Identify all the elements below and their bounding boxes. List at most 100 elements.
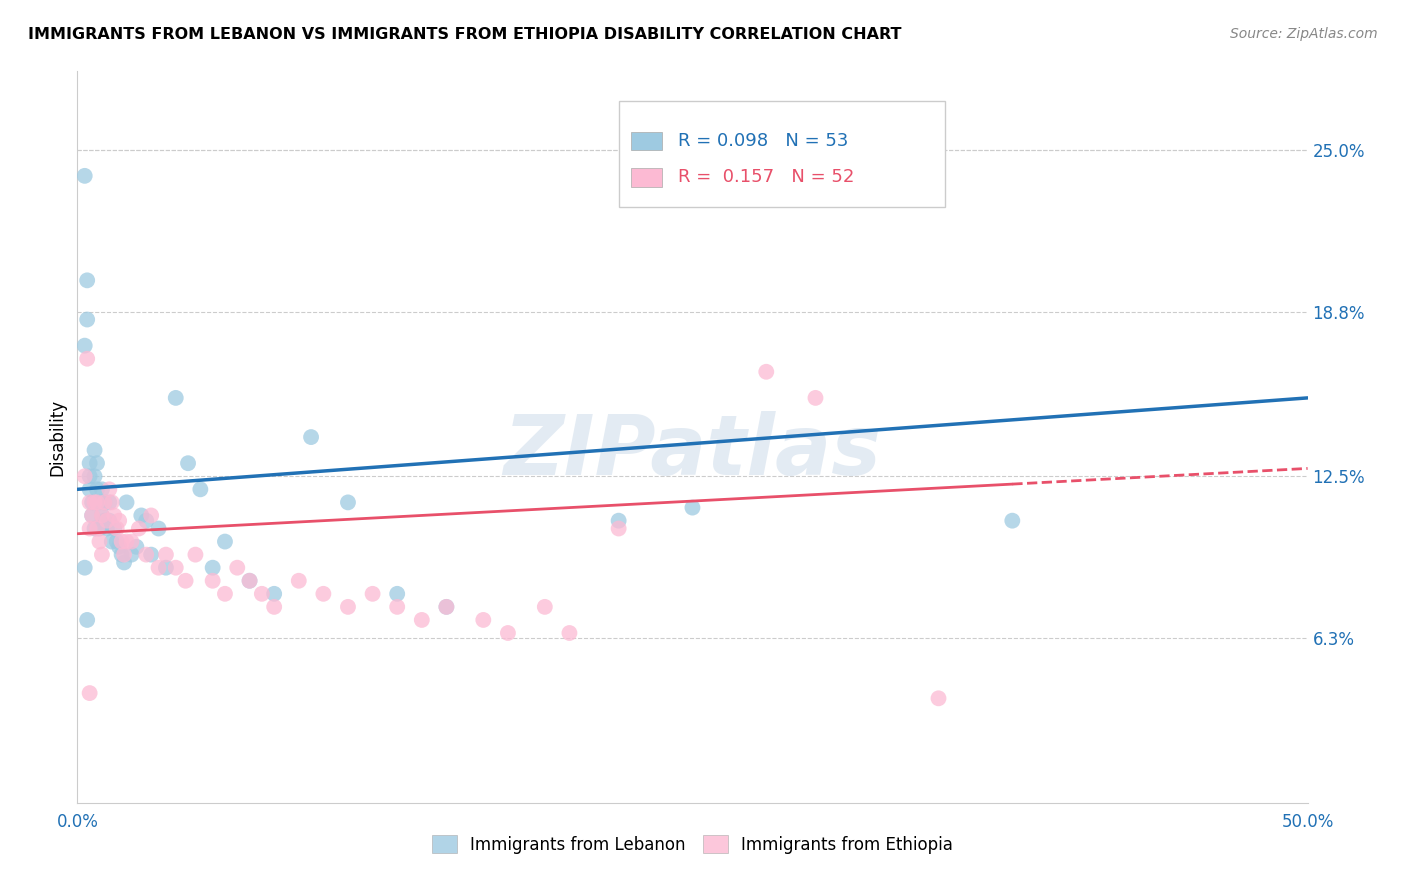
FancyBboxPatch shape bbox=[619, 101, 945, 207]
Point bbox=[121, 548, 143, 562]
Point bbox=[83, 469, 105, 483]
Point bbox=[558, 626, 581, 640]
Point bbox=[86, 456, 108, 470]
Point bbox=[76, 613, 98, 627]
Point bbox=[93, 495, 115, 509]
Point bbox=[93, 495, 115, 509]
FancyBboxPatch shape bbox=[631, 132, 662, 150]
Point bbox=[82, 508, 104, 523]
Point bbox=[86, 495, 108, 509]
Point bbox=[226, 560, 249, 574]
Point bbox=[755, 365, 778, 379]
Point bbox=[73, 560, 96, 574]
Text: ZIPatlas: ZIPatlas bbox=[503, 411, 882, 492]
Point bbox=[112, 556, 135, 570]
Text: R =  0.157   N = 52: R = 0.157 N = 52 bbox=[678, 169, 853, 186]
Point bbox=[73, 469, 96, 483]
Point bbox=[148, 521, 170, 535]
Point bbox=[385, 599, 409, 614]
Point bbox=[174, 574, 197, 588]
Point bbox=[214, 587, 236, 601]
Point bbox=[129, 508, 153, 523]
Point bbox=[201, 560, 224, 574]
Point bbox=[98, 514, 121, 528]
Point bbox=[86, 483, 108, 497]
Point bbox=[312, 587, 335, 601]
Point bbox=[682, 500, 704, 515]
Point bbox=[201, 574, 224, 588]
Point bbox=[155, 548, 177, 562]
Point bbox=[385, 587, 409, 601]
Point bbox=[128, 521, 150, 535]
Point bbox=[90, 548, 114, 562]
Point bbox=[103, 508, 125, 523]
Point bbox=[79, 456, 101, 470]
Point bbox=[79, 521, 101, 535]
Point bbox=[165, 560, 187, 574]
Point bbox=[250, 587, 273, 601]
FancyBboxPatch shape bbox=[631, 169, 662, 186]
Point bbox=[436, 599, 458, 614]
Point bbox=[79, 483, 101, 497]
Point bbox=[135, 548, 157, 562]
Point bbox=[188, 483, 212, 497]
Point bbox=[928, 691, 950, 706]
Point bbox=[98, 483, 121, 497]
Point bbox=[79, 495, 101, 509]
Point bbox=[76, 273, 98, 287]
Point bbox=[115, 534, 138, 549]
Point bbox=[141, 508, 163, 523]
Point bbox=[93, 514, 115, 528]
Point bbox=[108, 540, 131, 554]
Point bbox=[76, 312, 98, 326]
Point bbox=[111, 548, 132, 562]
Point bbox=[177, 456, 200, 470]
Point bbox=[534, 599, 557, 614]
Point bbox=[263, 599, 285, 614]
Point bbox=[141, 548, 163, 562]
Point bbox=[214, 534, 236, 549]
Point bbox=[361, 587, 384, 601]
Point bbox=[112, 548, 135, 562]
Point bbox=[1001, 514, 1024, 528]
Point bbox=[607, 521, 630, 535]
Text: R = 0.098   N = 53: R = 0.098 N = 53 bbox=[678, 132, 848, 150]
Point bbox=[135, 514, 157, 528]
Point bbox=[73, 169, 96, 183]
Point bbox=[82, 508, 104, 523]
Point bbox=[105, 534, 128, 549]
Point bbox=[337, 599, 360, 614]
Point bbox=[411, 613, 433, 627]
Point bbox=[96, 514, 118, 528]
Point bbox=[89, 495, 111, 509]
Point bbox=[103, 521, 125, 535]
Point bbox=[125, 540, 148, 554]
Point bbox=[83, 443, 105, 458]
Point bbox=[496, 626, 519, 640]
Point bbox=[184, 548, 207, 562]
Point bbox=[148, 560, 170, 574]
Point bbox=[83, 495, 105, 509]
Point bbox=[96, 521, 118, 535]
Point bbox=[105, 521, 128, 535]
Point bbox=[79, 469, 101, 483]
Point bbox=[239, 574, 262, 588]
Point bbox=[155, 560, 177, 574]
Point bbox=[472, 613, 495, 627]
Point bbox=[90, 483, 114, 497]
Point bbox=[89, 521, 111, 535]
Point bbox=[83, 521, 105, 535]
Text: Source: ZipAtlas.com: Source: ZipAtlas.com bbox=[1230, 27, 1378, 41]
Point bbox=[90, 508, 114, 523]
Point bbox=[288, 574, 311, 588]
Point bbox=[108, 514, 131, 528]
Point bbox=[115, 495, 138, 509]
Point bbox=[436, 599, 458, 614]
Point bbox=[111, 534, 132, 549]
Point bbox=[101, 495, 124, 509]
Point bbox=[86, 521, 108, 535]
Point bbox=[263, 587, 285, 601]
Point bbox=[89, 534, 111, 549]
Point bbox=[98, 495, 121, 509]
Legend: Immigrants from Lebanon, Immigrants from Ethiopia: Immigrants from Lebanon, Immigrants from… bbox=[426, 829, 959, 860]
